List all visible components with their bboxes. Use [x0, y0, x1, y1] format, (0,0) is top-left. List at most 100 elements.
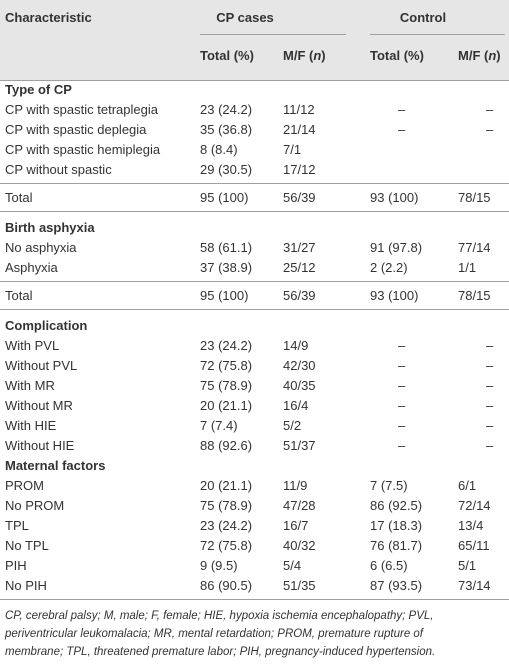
row-cell: 65/11 [458, 538, 490, 553]
row-cell: 72 (75.8) [200, 538, 253, 553]
row-cell: – [486, 358, 494, 373]
row-cell: – [398, 418, 406, 433]
sub-header-part: Total (%) [200, 48, 254, 63]
group-header: Control [399, 10, 447, 25]
sub-header: M/F (n) [283, 48, 326, 64]
sub-header-part: ) [496, 48, 501, 63]
sub-header-part: Total (%) [370, 48, 424, 63]
row-cell: – [486, 122, 494, 137]
row-cell: 47/28 [283, 498, 316, 513]
row-cell: 14/9 [283, 338, 309, 353]
row-label: No PROM [5, 498, 65, 513]
total-row-cell: 95 (100) [200, 190, 249, 205]
row-label: With HIE [5, 418, 57, 433]
row-cell: 35 (36.8) [200, 122, 253, 137]
row-cell: 37 (38.9) [200, 260, 253, 275]
row-cell: – [486, 378, 494, 393]
row-label: Without PVL [5, 358, 78, 373]
row-cell: – [398, 102, 406, 117]
row-cell: 20 (21.1) [200, 478, 253, 493]
sub-header-part: ) [321, 48, 326, 63]
row-cell: 58 (61.1) [200, 240, 253, 255]
row-cell: 91 (97.8) [370, 240, 423, 255]
total-row-cell: 95 (100) [200, 288, 249, 303]
total-row-cell: 78/15 [458, 288, 491, 303]
row-cell: 40/35 [283, 378, 316, 393]
row-cell: – [398, 438, 406, 453]
total-row-cell: 93 (100) [370, 288, 419, 303]
sub-header: Total (%) [200, 48, 254, 64]
row-cell: 17/12 [283, 162, 316, 177]
row-cell: – [398, 398, 406, 413]
row-cell: 40/32 [283, 538, 316, 553]
sub-header-part: M/F ( [458, 48, 489, 63]
row-label: With PVL [5, 338, 60, 353]
row-cell: – [398, 122, 406, 137]
row-cell: 23 (24.2) [200, 518, 253, 533]
row-label: CP without spastic [5, 162, 112, 177]
sub-header-part: M/F ( [283, 48, 314, 63]
sub-header: Total (%) [370, 48, 424, 64]
row-cell: 8 (8.4) [200, 142, 238, 157]
row-label: Without HIE [5, 438, 75, 453]
row-cell: 11/9 [283, 478, 308, 493]
sub-header-part: n [488, 48, 497, 63]
row-cell: 7 (7.4) [200, 418, 238, 433]
row-label: CP with spastic hemiplegia [5, 142, 161, 157]
row-cell: 6 (6.5) [370, 558, 408, 573]
row-cell: – [486, 418, 494, 433]
row-cell: 7/1 [283, 142, 302, 157]
row-cell: 88 (92.6) [200, 438, 253, 453]
row-cell: 25/12 [283, 260, 316, 275]
row-label: TPL [5, 518, 29, 533]
row-label: CP with spastic deplegia [5, 122, 147, 137]
row-cell: 42/30 [283, 358, 316, 373]
row-label: With MR [5, 378, 55, 393]
total-row-cell: 78/15 [458, 190, 491, 205]
row-cell: 73/14 [458, 578, 491, 593]
row-label: No PIH [5, 578, 47, 593]
section-title: Type of CP [5, 82, 72, 97]
rule-line [200, 34, 346, 35]
row-cell: – [486, 438, 494, 453]
header-background [0, 0, 509, 80]
row-label: No asphyxia [5, 240, 77, 255]
row-label: PIH [5, 558, 27, 573]
total-row-cell: 56/39 [283, 190, 316, 205]
row-cell: – [398, 378, 406, 393]
row-cell: 13/4 [458, 518, 484, 533]
row-cell: 86 (90.5) [200, 578, 253, 593]
rule-line [0, 309, 509, 310]
row-cell: 75 (78.9) [200, 498, 253, 513]
row-cell: 31/27 [283, 240, 316, 255]
group-header: CP cases [216, 10, 274, 25]
row-cell: 6/1 [458, 478, 477, 493]
row-cell: 87 (93.5) [370, 578, 423, 593]
row-cell: 1/1 [458, 260, 477, 275]
row-cell: – [486, 338, 494, 353]
row-cell: 51/37 [283, 438, 316, 453]
rule-line [0, 281, 509, 282]
row-cell: 9 (9.5) [200, 558, 238, 573]
row-cell: 23 (24.2) [200, 338, 253, 353]
row-cell: 16/7 [283, 518, 309, 533]
row-cell: 72 (75.8) [200, 358, 253, 373]
row-cell: 5/2 [283, 418, 302, 433]
row-cell: 20 (21.1) [200, 398, 253, 413]
footnote-line: CP, cerebral palsy; M, male; F, female; … [5, 610, 434, 622]
row-cell: 23 (24.2) [200, 102, 253, 117]
total-row-cell: 93 (100) [370, 190, 419, 205]
rule-line [0, 599, 509, 600]
total-row-cell: 56/39 [283, 288, 316, 303]
row-cell: 11/12 [283, 102, 315, 117]
row-cell: 5/1 [458, 558, 477, 573]
row-cell: 7 (7.5) [370, 478, 408, 493]
section-title: Maternal factors [5, 458, 106, 473]
row-cell: 86 (92.5) [370, 498, 423, 513]
column-header: Characteristic [5, 10, 92, 25]
row-cell: 5/4 [283, 558, 302, 573]
row-cell: 75 (78.9) [200, 378, 253, 393]
row-cell: – [398, 338, 406, 353]
row-cell: – [398, 358, 406, 373]
